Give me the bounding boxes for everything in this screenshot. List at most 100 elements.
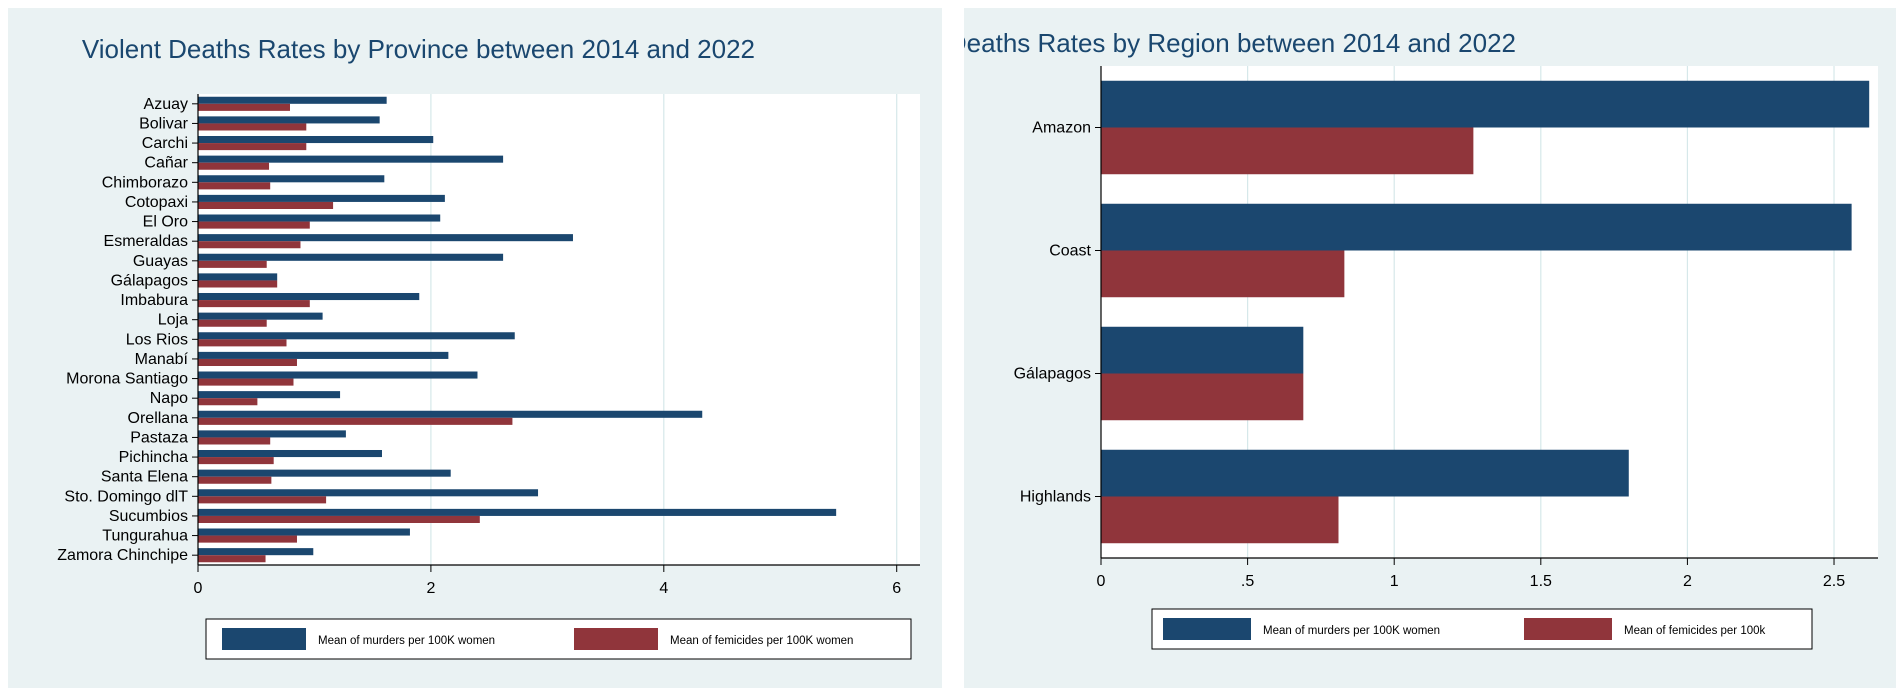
murders-bar xyxy=(198,332,515,340)
murders-bar xyxy=(198,96,387,104)
x-tick-label: 0 xyxy=(1097,573,1106,590)
femicides-bar xyxy=(198,555,266,563)
legend-swatch-femicides xyxy=(1524,618,1612,640)
x-tick-label: 2 xyxy=(1683,573,1692,590)
x-tick-label: 0 xyxy=(194,580,203,597)
femicides-bar xyxy=(198,241,301,249)
femicides-bar xyxy=(198,221,310,229)
murders-bar xyxy=(198,449,382,458)
legend-swatch-femicides xyxy=(574,628,658,650)
category-label: Imbabura xyxy=(120,292,188,309)
murders-bar xyxy=(1101,326,1304,374)
region-chart-panel: Violent Deaths Rates by Region between 2… xyxy=(964,8,1896,688)
murders-bar xyxy=(198,371,478,379)
murders-bar xyxy=(198,116,380,124)
murders-bar xyxy=(198,175,385,183)
province-chart-panel: Violent Deaths Rates by Province between… xyxy=(8,8,942,688)
category-label: Carchi xyxy=(142,135,188,152)
femicides-bar xyxy=(198,103,290,111)
category-label: Bolivar xyxy=(139,115,189,132)
femicides-bar xyxy=(198,260,267,268)
plot-area xyxy=(198,94,920,565)
category-label: Sucumbios xyxy=(109,508,188,525)
category-label: Esmeraldas xyxy=(104,233,188,250)
category-label: Cañar xyxy=(144,155,188,172)
femicides-bar xyxy=(198,201,334,210)
category-label: Pastaza xyxy=(130,429,188,446)
province-chart: Violent Deaths Rates by Province between… xyxy=(57,34,920,660)
murders-bar xyxy=(198,508,837,516)
region-chart: Violent Deaths Rates by Region between 2… xyxy=(964,28,1878,650)
femicides-bar xyxy=(198,182,271,190)
femicides-bar xyxy=(1101,373,1304,421)
chart-title: Violent Deaths Rates by Region between 2… xyxy=(964,28,1516,58)
x-tick-label: 6 xyxy=(892,580,901,597)
murders-bar xyxy=(198,234,573,242)
murders-bar xyxy=(198,155,504,163)
legend-swatch-murders xyxy=(1163,618,1251,640)
femicides-bar xyxy=(198,515,480,524)
femicides-bar xyxy=(198,398,258,406)
category-label: Coast xyxy=(1049,243,1091,260)
category-label: Orellana xyxy=(128,410,189,427)
category-label: Chimborazo xyxy=(102,174,188,191)
femicides-bar xyxy=(198,378,294,386)
femicides-bar xyxy=(198,496,327,504)
legend-swatch-murders xyxy=(222,628,306,650)
category-label: Santa Elena xyxy=(101,469,188,486)
legend-box xyxy=(1151,608,1813,650)
murders-bar xyxy=(198,253,504,261)
femicides-bar xyxy=(198,476,272,484)
category-label: Napo xyxy=(150,390,188,407)
femicides-bar xyxy=(1101,496,1339,544)
murders-bar xyxy=(198,430,346,438)
murders-bar xyxy=(198,548,314,556)
category-label: Zamora Chinchipe xyxy=(57,547,188,564)
category-label: Loja xyxy=(158,312,188,329)
category-label: El Oro xyxy=(143,214,188,231)
category-label: Morona Santiago xyxy=(66,371,188,388)
femicides-bar xyxy=(198,123,307,131)
murders-bar xyxy=(1101,80,1870,128)
femicides-bar xyxy=(198,300,310,308)
x-tick-label: 1 xyxy=(1390,573,1399,590)
legend-label: Mean of murders per 100K women xyxy=(1263,625,1440,637)
category-label: Gálapagos xyxy=(1014,366,1091,383)
murders-bar xyxy=(198,312,323,320)
chart-title: Violent Deaths Rates by Province between… xyxy=(82,34,755,64)
x-tick-label: 2.5 xyxy=(1823,573,1845,590)
murders-bar xyxy=(198,214,441,222)
femicides-bar xyxy=(198,358,297,367)
murders-bar xyxy=(198,489,539,497)
murders-bar xyxy=(198,528,410,536)
femicides-bar xyxy=(198,457,274,465)
x-tick-label: 1.5 xyxy=(1530,573,1552,590)
category-label: Azuay xyxy=(144,96,188,113)
legend-box xyxy=(205,618,912,660)
murders-bar xyxy=(198,469,451,477)
legend-label: Mean of femicides per 100K women xyxy=(670,635,853,647)
murders-bar xyxy=(198,292,420,301)
category-label: Gálapagos xyxy=(111,272,188,289)
femicides-bar xyxy=(198,162,270,170)
category-label: Cotopaxi xyxy=(125,194,188,211)
category-label: Pichincha xyxy=(119,449,188,466)
femicides-bar xyxy=(1101,250,1345,298)
femicides-bar xyxy=(198,417,513,425)
category-label: Manabí xyxy=(135,351,189,368)
category-label: Highlands xyxy=(1020,489,1091,506)
murders-bar xyxy=(198,351,449,359)
x-tick-label: 2 xyxy=(426,580,435,597)
legend-label: Mean of murders per 100K women xyxy=(318,635,495,647)
murders-bar xyxy=(198,391,341,399)
x-tick-label: .5 xyxy=(1241,573,1254,590)
murders-bar xyxy=(198,135,434,144)
femicides-bar xyxy=(198,437,271,445)
murders-bar xyxy=(198,273,278,281)
femicides-bar xyxy=(198,339,287,347)
femicides-bar xyxy=(198,535,297,543)
category-label: Guayas xyxy=(133,253,188,270)
murders-bar xyxy=(1101,203,1852,251)
femicides-bar xyxy=(198,319,267,327)
category-label: Sto. Domingo dlT xyxy=(64,488,188,505)
